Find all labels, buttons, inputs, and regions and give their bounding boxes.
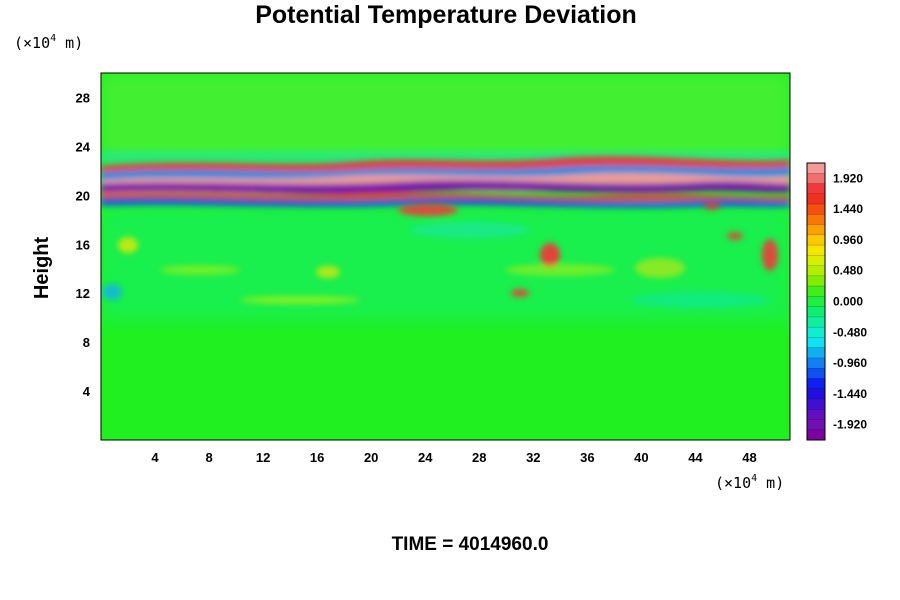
band-red-upper — [101, 156, 790, 172]
y-tick-label: 24 — [76, 139, 91, 154]
colorbar-swatch — [807, 306, 825, 318]
colorbar-ticks: 1.920 1.440 0.960 0.480 0.000 -0.480 -0.960 -1.… — [833, 171, 867, 431]
x-tick-label: 16 — [310, 450, 324, 465]
colorbar-swatch — [807, 419, 825, 431]
y-axis-label: Height — [31, 237, 53, 300]
blob-yellow-2 — [316, 266, 340, 278]
colorbar-tick-label: -1.440 — [833, 387, 867, 401]
colorbar-swatch — [807, 347, 825, 359]
colorbar-swatch — [807, 388, 825, 400]
x-tick-label: 32 — [526, 450, 540, 465]
colorbar-swatch — [807, 429, 825, 441]
blob-yellow-3 — [240, 296, 360, 304]
heatmap-upper-light-region — [101, 73, 790, 163]
blob-cyan-3 — [630, 292, 770, 308]
colorbar-swatch — [807, 398, 825, 410]
x-tick-label: 28 — [472, 450, 486, 465]
x-tick-label: 12 — [256, 450, 270, 465]
colorbar-tick-label: -0.960 — [833, 356, 867, 370]
y-axis-ticks: 4 8 12 16 20 24 28 — [76, 90, 91, 399]
colorbar-swatch — [807, 173, 825, 185]
colorbar-swatch — [807, 214, 825, 226]
x-tick-label: 40 — [634, 450, 648, 465]
heatmap-band-layers — [101, 156, 790, 209]
colorbar-swatch — [807, 265, 825, 277]
blob-red-5 — [727, 232, 743, 240]
band-blue-lower — [101, 197, 790, 209]
blob-red-2 — [540, 243, 560, 267]
colorbar-swatch — [807, 337, 825, 349]
x-tick-label: 24 — [418, 450, 433, 465]
heatmap-warm-blobs — [102, 202, 778, 308]
x-axis-unit-prefix: (×10 — [715, 474, 751, 492]
y-tick-label: 28 — [76, 90, 90, 105]
y-axis-unit: (×104 m) — [14, 33, 83, 52]
y-axis-unit-suffix: m) — [56, 34, 83, 52]
band-purple-core — [101, 180, 790, 194]
colorbar-swatch — [807, 245, 825, 256]
colorbar-frame — [806, 162, 826, 441]
x-tick-label: 44 — [688, 450, 703, 465]
colorbar-swatch — [807, 204, 825, 215]
x-tick-label: 48 — [742, 450, 756, 465]
colorbar-tick-label: 0.960 — [833, 233, 863, 247]
colorbar-swatch — [807, 286, 825, 297]
colorbar-tick-label: -0.480 — [833, 325, 867, 339]
x-axis-ticks: 4 8 12 16 20 24 28 32 36 40 44 48 — [151, 450, 756, 465]
y-tick-label: 8 — [83, 335, 90, 350]
x-axis-unit-suffix: m) — [757, 474, 784, 492]
heatmap-plot-area — [101, 73, 790, 440]
colorbar-swatch — [807, 327, 825, 338]
blob-red-4 — [511, 289, 529, 297]
colorbar — [806, 162, 826, 441]
blob-yellow-4 — [505, 264, 615, 276]
blob-yellow-5 — [635, 258, 685, 278]
colorbar-tick-label: 0.000 — [833, 295, 863, 309]
colorbar-tick-label: 0.480 — [833, 264, 863, 278]
colorbar-tick-label: 1.920 — [833, 171, 863, 185]
chart-title: Potential Temperature Deviation — [255, 1, 637, 29]
blob-red-3 — [762, 239, 778, 271]
x-tick-label: 4 — [151, 450, 159, 465]
blob-yellow-6 — [160, 265, 240, 275]
y-tick-label: 16 — [76, 237, 90, 252]
colorbar-swatch — [807, 163, 825, 174]
colorbar-swatch — [807, 296, 825, 308]
colorbar-swatch — [807, 368, 825, 379]
x-axis-unit-exponent: 4 — [751, 473, 757, 484]
time-label: TIME = 4014960.0 — [392, 534, 549, 555]
colorbar-swatch — [807, 275, 825, 287]
x-tick-label: 20 — [364, 450, 378, 465]
blob-cyan-1 — [102, 284, 122, 300]
colorbar-swatch — [807, 224, 825, 236]
blob-red-6 — [704, 202, 720, 210]
blob-red-1 — [398, 204, 458, 216]
colorbar-swatch — [807, 409, 825, 420]
colorbar-swatch — [807, 183, 825, 195]
y-axis-unit-prefix: (×10 — [14, 34, 50, 52]
y-tick-label: 12 — [76, 286, 90, 301]
colorbar-swatch — [807, 378, 825, 390]
blob-cyan-2 — [410, 222, 530, 238]
plot-frame — [100, 72, 791, 441]
blob-yellow-1 — [118, 237, 138, 253]
colorbar-swatch — [807, 193, 825, 205]
colorbar-swatch — [807, 255, 825, 267]
colorbar-swatch — [807, 234, 825, 246]
x-axis-unit: (×104 m) — [715, 473, 784, 492]
colorbar-tick-label: -1.920 — [833, 418, 867, 432]
x-tick-label: 8 — [205, 450, 212, 465]
y-tick-label: 20 — [76, 188, 90, 203]
colorbar-swatch — [807, 357, 825, 369]
y-tick-label: 4 — [83, 384, 91, 399]
colorbar-tick-label: 1.440 — [833, 202, 863, 216]
x-tick-label: 36 — [580, 450, 594, 465]
colorbar-swatch — [807, 316, 825, 328]
y-axis-unit-exponent: 4 — [50, 33, 56, 44]
